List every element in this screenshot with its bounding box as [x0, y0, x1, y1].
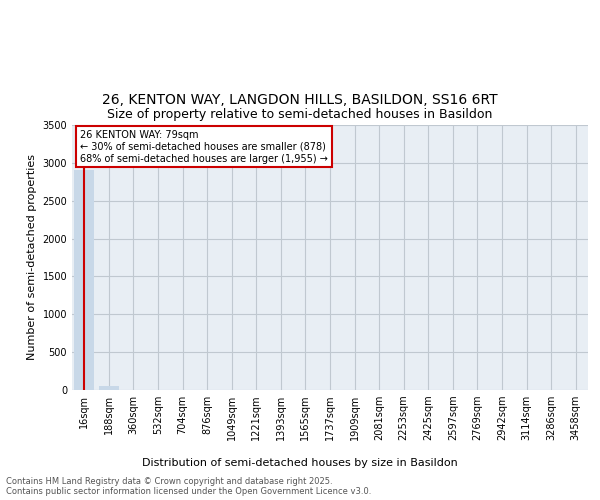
- Text: Size of property relative to semi-detached houses in Basildon: Size of property relative to semi-detach…: [107, 108, 493, 121]
- Text: Distribution of semi-detached houses by size in Basildon: Distribution of semi-detached houses by …: [142, 458, 458, 468]
- Y-axis label: Number of semi-detached properties: Number of semi-detached properties: [27, 154, 37, 360]
- Bar: [74, 170, 94, 390]
- Text: Contains HM Land Registry data © Crown copyright and database right 2025.: Contains HM Land Registry data © Crown c…: [6, 477, 332, 486]
- Bar: [99, 386, 119, 390]
- Text: 26 KENTON WAY: 79sqm
← 30% of semi-detached houses are smaller (878)
68% of semi: 26 KENTON WAY: 79sqm ← 30% of semi-detac…: [80, 130, 328, 164]
- Text: 26, KENTON WAY, LANGDON HILLS, BASILDON, SS16 6RT: 26, KENTON WAY, LANGDON HILLS, BASILDON,…: [102, 94, 498, 108]
- Text: Contains public sector information licensed under the Open Government Licence v3: Contains public sector information licen…: [6, 487, 371, 496]
